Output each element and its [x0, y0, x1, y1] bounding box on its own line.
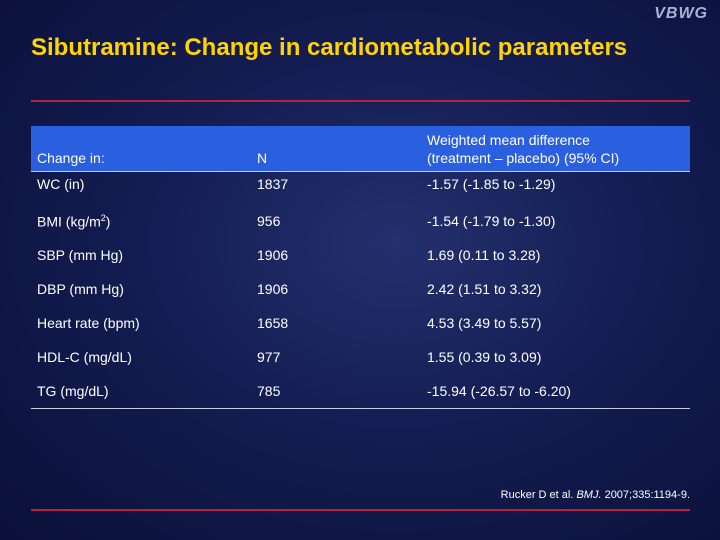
citation-authors: Rucker D et al.	[500, 489, 577, 501]
header-wmd-line1: Weighted mean difference	[427, 132, 590, 148]
bmi-superscript: 2	[100, 212, 106, 223]
cell-parameter: TG (mg/dL)	[31, 374, 251, 409]
citation: Rucker D et al. BMJ. 2007;335:1194-9.	[501, 489, 690, 501]
cell-n: 1658	[257, 315, 289, 331]
cell-wmd: -1.54 (-1.79 to -1.30)	[427, 213, 556, 229]
table-row: HDL-C (mg/dL) 977 1.55 (0.39 to 3.09)	[31, 340, 690, 374]
results-table: Change in: N Weighted mean difference (t…	[31, 126, 690, 409]
title-divider	[31, 100, 690, 102]
cell-n: 1837	[257, 176, 289, 192]
slide-title: Sibutramine: Change in cardiometabolic p…	[31, 34, 628, 61]
cell-wmd: 1.55 (0.39 to 3.09)	[427, 349, 542, 365]
cell-n: 1906	[257, 247, 289, 263]
cell-wmd: 1.69 (0.11 to 3.28)	[427, 247, 541, 263]
table-row: WC (in) 1837 -1.57 (-1.85 to -1.29)	[31, 172, 690, 205]
footer-divider	[31, 509, 690, 511]
cell-parameter: DBP (mm Hg)	[37, 281, 124, 297]
header-wmd-line2: (treatment – placebo) (95% CI)	[427, 150, 620, 166]
bmi-label: BMI (kg/m	[37, 213, 101, 230]
cell-parameter: Heart rate (bpm)	[37, 315, 140, 331]
cell-wmd: -1.57 (-1.85 to -1.29)	[427, 176, 556, 192]
citation-journal: BMJ.	[576, 489, 602, 501]
cell-wmd: 2.42 (1.51 to 3.32)	[427, 281, 542, 297]
results-table-container: Change in: N Weighted mean difference (t…	[31, 126, 690, 409]
cell-parameter: HDL-C (mg/dL)	[37, 349, 132, 365]
cell-n: 1906	[257, 281, 289, 297]
header-n: N	[251, 126, 421, 172]
cell-parameter: SBP (mm Hg)	[37, 247, 124, 263]
table-row: Heart rate (bpm) 1658 4.53 (3.49 to 5.57…	[31, 306, 690, 340]
table-row: TG (mg/dL) 785 -15.94 (-26.57 to -6.20)	[31, 374, 690, 409]
citation-details: 2007;335:1194-9.	[601, 489, 690, 501]
bmi-label-close: )	[105, 213, 111, 230]
cell-n: 785	[251, 374, 421, 409]
cell-parameter: WC (in)	[37, 176, 85, 192]
vbwg-logo: VBWG	[654, 5, 708, 22]
header-weighted-mean-difference: Weighted mean difference (treatment – pl…	[421, 126, 690, 172]
table-row: BMI (kg/m2) 956 -1.54 (-1.79 to -1.30)	[31, 204, 690, 238]
header-change-in: Change in:	[31, 126, 251, 172]
table-row: DBP (mm Hg) 1906 2.42 (1.51 to 3.32)	[31, 272, 690, 306]
cell-n: 956	[257, 213, 281, 229]
cell-n: 977	[257, 349, 281, 365]
table-header-row: Change in: N Weighted mean difference (t…	[31, 126, 690, 172]
cell-wmd: -15.94 (-26.57 to -6.20)	[421, 374, 690, 409]
cell-wmd: 4.53 (3.49 to 5.57)	[427, 315, 542, 331]
cell-parameter: BMI (kg/m2)	[31, 204, 251, 238]
table-row: SBP (mm Hg) 1906 1.69 (0.11 to 3.28)	[31, 238, 690, 272]
